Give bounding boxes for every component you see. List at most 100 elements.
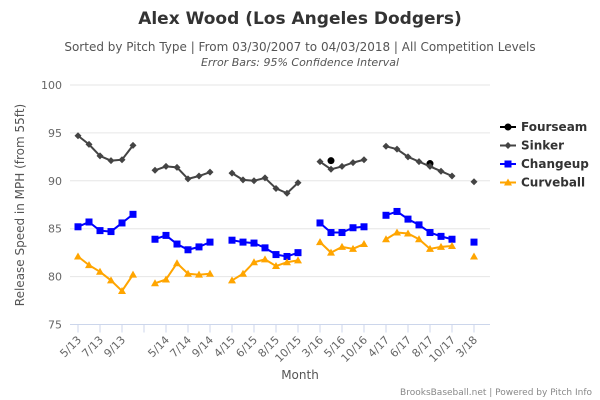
- curveball-point: [338, 242, 346, 250]
- credits[interactable]: BrooksBaseball.net | Powered by Pitch In…: [400, 388, 592, 398]
- sinker-point: [184, 175, 192, 183]
- y-tick-label: 90: [48, 175, 62, 188]
- curveball-point: [448, 241, 456, 249]
- sinker-point: [173, 163, 181, 171]
- sinker-line: [154, 165, 211, 181]
- curveball-point: [283, 258, 291, 266]
- changeup-point: [382, 211, 390, 219]
- sinker-point: [162, 162, 170, 170]
- curveball-point: [173, 259, 181, 267]
- sinker-point: [426, 162, 434, 170]
- changeup-point: [206, 238, 214, 246]
- sinker-point: [382, 142, 390, 150]
- changeup-point: [338, 229, 346, 237]
- sinker-point: [349, 159, 357, 167]
- curveball-point: [415, 235, 423, 243]
- sinker-point: [85, 140, 93, 148]
- curveball-line: [77, 255, 134, 293]
- curveball-point: [96, 267, 104, 275]
- legend-curveball-marker: [504, 178, 512, 186]
- curveball-point: [195, 270, 203, 278]
- sinker-point: [118, 156, 126, 164]
- changeup-point: [437, 232, 445, 240]
- sinker-point: [272, 184, 280, 192]
- changeup-point: [316, 219, 324, 227]
- sinker-point: [360, 156, 368, 164]
- x-tick-label: 3/18: [453, 333, 480, 360]
- changeup-point: [283, 252, 291, 260]
- changeup-point: [74, 223, 82, 231]
- curveball-point: [327, 248, 335, 256]
- sinker-point: [470, 178, 478, 186]
- y-tick-label: 80: [48, 271, 62, 284]
- sinker-point: [415, 158, 423, 166]
- sinker-point: [448, 172, 456, 180]
- x-tick-label: 7/13: [79, 333, 106, 360]
- curveball-point: [206, 269, 214, 277]
- changeup-point: [294, 249, 302, 257]
- changeup-point: [349, 224, 357, 232]
- y-tick-label: 95: [48, 127, 62, 140]
- changeup-point: [250, 239, 258, 247]
- changeup-point: [426, 229, 434, 237]
- x-tick-label: 6/17: [387, 333, 414, 360]
- curveball-point: [470, 252, 478, 260]
- sinker-point: [107, 157, 115, 165]
- x-tick-label: 9/14: [189, 333, 216, 360]
- changeup-point: [393, 207, 401, 215]
- changeup-point: [107, 228, 115, 236]
- changeup-point: [129, 210, 137, 218]
- x-tick-label: 5/13: [57, 333, 84, 360]
- y-tick-label: 85: [48, 223, 62, 236]
- chart-title: Alex Wood (Los Angeles Dodgers): [138, 9, 462, 29]
- changeup-point: [404, 215, 412, 223]
- legend-sinker-label[interactable]: Sinker: [521, 139, 564, 153]
- changeup-point: [470, 238, 478, 246]
- sinker-point: [261, 174, 269, 182]
- x-tick-label: 4/17: [365, 333, 392, 360]
- sinker-point: [96, 152, 104, 160]
- sinker-point: [338, 162, 346, 170]
- sinker-point: [206, 168, 214, 176]
- changeup-point: [261, 244, 269, 252]
- changeup-point: [151, 235, 159, 243]
- sinker-point: [294, 179, 302, 187]
- curveball-point: [426, 244, 434, 252]
- chart-subtitle: Sorted by Pitch Type | From 03/30/2007 t…: [64, 40, 535, 54]
- curveball-point: [74, 252, 82, 260]
- fourseam-point: [327, 157, 335, 165]
- changeup-point: [228, 236, 236, 244]
- legend-fourseam-marker: [504, 123, 512, 131]
- y-tick-label: 75: [48, 319, 62, 332]
- curveball-point: [151, 279, 159, 287]
- x-axis-title: Month: [281, 368, 319, 382]
- sinker-point: [316, 158, 324, 166]
- legend-fourseam-label[interactable]: Fourseam: [521, 120, 587, 134]
- sinker-point: [437, 167, 445, 175]
- curveball-point: [250, 258, 258, 266]
- legend-changeup-label[interactable]: Changeup: [521, 157, 589, 171]
- changeup-point: [118, 219, 126, 227]
- curveball-point: [107, 276, 115, 284]
- legend-changeup-marker: [504, 160, 512, 168]
- sinker-point: [404, 153, 412, 161]
- changeup-point: [162, 231, 170, 239]
- chart-subtitle-2: Error Bars: 95% Confidence Interval: [201, 56, 399, 69]
- sinker-point: [129, 141, 137, 149]
- curveball-point: [437, 242, 445, 250]
- sinker-line: [77, 134, 134, 162]
- sinker-point: [283, 189, 291, 197]
- curveball-point: [316, 238, 324, 246]
- curveball-point: [85, 261, 93, 269]
- changeup-point: [360, 223, 368, 231]
- curveball-point: [294, 256, 302, 264]
- x-tick-label: 3/16: [299, 333, 326, 360]
- legend-curveball-label[interactable]: Curveball: [521, 176, 585, 190]
- curveball-point: [129, 270, 137, 278]
- sinker-point: [74, 132, 82, 140]
- x-tick-label: 7/14: [167, 333, 194, 360]
- x-tick-label: 9/13: [101, 333, 128, 360]
- x-tick-label: 5/14: [145, 333, 172, 360]
